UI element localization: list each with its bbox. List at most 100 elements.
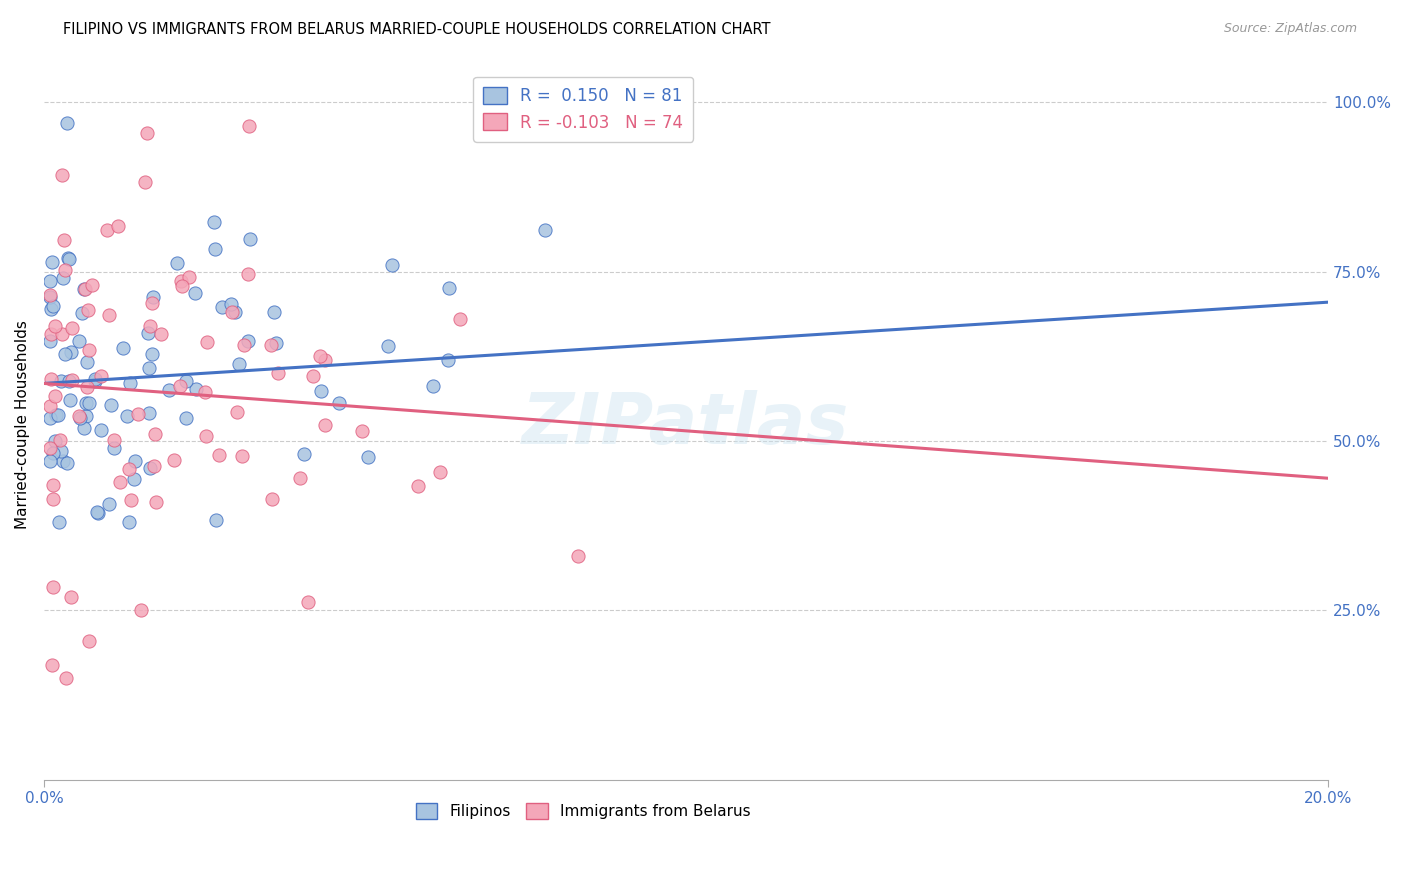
Point — [149, 327, 172, 342]
Point — [39, 327, 62, 342]
Point — [381, 258, 404, 272]
Point — [263, 304, 285, 318]
Point — [219, 296, 242, 310]
Point — [224, 305, 246, 319]
Point — [195, 429, 218, 443]
Point — [567, 549, 589, 564]
Point — [58, 375, 80, 389]
Point — [357, 450, 380, 465]
Point — [236, 334, 259, 348]
Point — [184, 285, 207, 300]
Point — [39, 441, 62, 455]
Point — [51, 327, 73, 342]
Point — [70, 306, 93, 320]
Point — [136, 326, 159, 340]
Point — [111, 341, 134, 355]
Point — [118, 515, 141, 529]
Point — [87, 506, 110, 520]
Point — [58, 252, 80, 267]
Point — [174, 374, 197, 388]
Text: Source: ZipAtlas.com: Source: ZipAtlas.com — [1223, 22, 1357, 36]
Point — [52, 233, 75, 247]
Point — [314, 418, 336, 433]
Point — [75, 409, 97, 423]
Point — [166, 256, 188, 270]
Point — [118, 462, 141, 476]
Point — [39, 288, 62, 302]
Point — [117, 409, 139, 423]
Point — [141, 295, 163, 310]
Point — [48, 515, 70, 529]
Point — [56, 252, 79, 266]
Point — [103, 433, 125, 447]
Point — [52, 271, 75, 285]
Point — [139, 461, 162, 475]
Point — [79, 396, 101, 410]
Point — [377, 339, 399, 353]
Point — [73, 282, 96, 296]
Point — [55, 671, 77, 685]
Y-axis label: Married-couple Households: Married-couple Households — [15, 319, 30, 528]
Point — [138, 360, 160, 375]
Point — [69, 411, 91, 425]
Point — [39, 290, 62, 304]
Point — [449, 312, 471, 326]
Point — [124, 472, 146, 486]
Point — [534, 223, 557, 237]
Point — [90, 369, 112, 384]
Point — [309, 349, 332, 363]
Point — [228, 357, 250, 371]
Point — [100, 398, 122, 412]
Point — [139, 319, 162, 334]
Point — [204, 242, 226, 256]
Point — [46, 408, 69, 422]
Text: ZIPatlas: ZIPatlas — [522, 390, 849, 458]
Point — [52, 454, 75, 468]
Point — [422, 379, 444, 393]
Point — [262, 491, 284, 506]
Point — [77, 303, 100, 318]
Point — [232, 338, 254, 352]
Point — [205, 513, 228, 527]
Point — [177, 270, 200, 285]
Point — [194, 385, 217, 400]
Point — [39, 274, 62, 288]
Point — [97, 308, 120, 322]
Point — [55, 347, 77, 361]
Point — [107, 219, 129, 233]
Point — [96, 223, 118, 237]
Point — [195, 335, 218, 350]
Point — [297, 595, 319, 609]
Point — [172, 279, 194, 293]
Point — [45, 408, 67, 422]
Point — [221, 304, 243, 318]
Point — [42, 491, 65, 506]
Point — [73, 282, 96, 296]
Point — [260, 338, 283, 352]
Point — [231, 449, 253, 463]
Point — [127, 408, 149, 422]
Point — [143, 426, 166, 441]
Point — [352, 425, 374, 439]
Point — [39, 399, 62, 413]
Point — [328, 396, 350, 410]
Point — [39, 372, 62, 386]
Point — [60, 345, 83, 359]
Point — [39, 302, 62, 317]
Point — [108, 475, 131, 489]
Point — [76, 355, 98, 369]
Point — [174, 410, 197, 425]
Point — [39, 410, 62, 425]
Point — [42, 446, 65, 460]
Point — [41, 477, 63, 491]
Point — [120, 493, 142, 508]
Point — [184, 383, 207, 397]
Point — [103, 442, 125, 456]
Point — [266, 367, 288, 381]
Point — [49, 434, 72, 448]
Point — [44, 389, 66, 403]
Point — [77, 343, 100, 357]
Point — [236, 267, 259, 281]
Point — [288, 471, 311, 485]
Point — [83, 374, 105, 388]
